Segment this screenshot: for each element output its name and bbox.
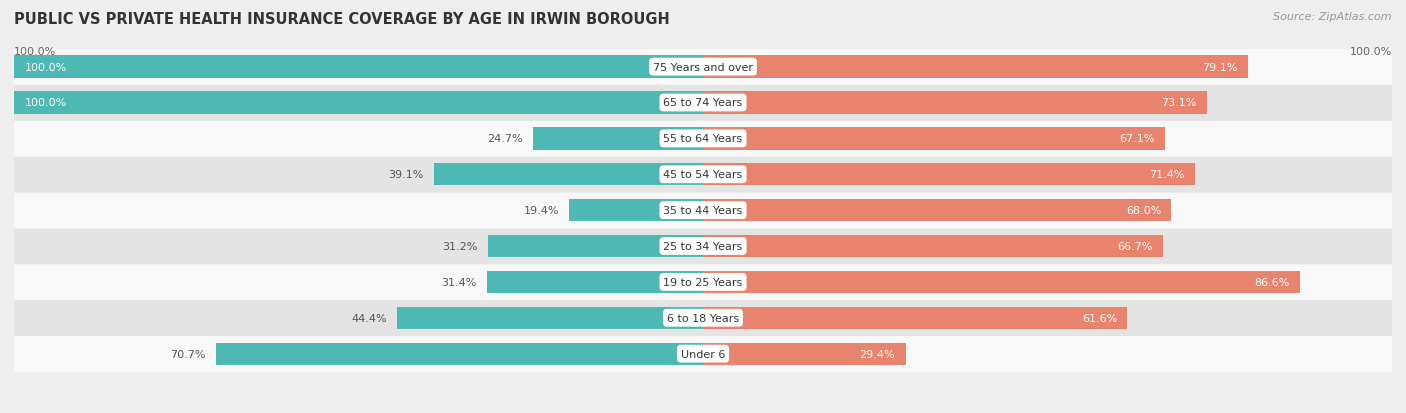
Bar [703, 307, 1128, 329]
Text: 65 to 74 Years: 65 to 74 Years [664, 98, 742, 108]
FancyBboxPatch shape [14, 300, 1392, 336]
Bar [703, 128, 1166, 150]
Text: 100.0%: 100.0% [1350, 47, 1392, 57]
Text: PUBLIC VS PRIVATE HEALTH INSURANCE COVERAGE BY AGE IN IRWIN BOROUGH: PUBLIC VS PRIVATE HEALTH INSURANCE COVER… [14, 12, 669, 27]
Bar [486, 271, 703, 293]
Bar [703, 56, 1249, 78]
Bar [703, 235, 1163, 258]
Bar [217, 343, 703, 365]
Text: 6 to 18 Years: 6 to 18 Years [666, 313, 740, 323]
Text: 31.2%: 31.2% [443, 242, 478, 252]
Bar [569, 199, 703, 222]
Text: 39.1%: 39.1% [388, 170, 423, 180]
Bar [703, 164, 1195, 186]
Text: 66.7%: 66.7% [1116, 242, 1152, 252]
FancyBboxPatch shape [14, 121, 1392, 157]
FancyBboxPatch shape [14, 192, 1392, 229]
Text: 24.7%: 24.7% [486, 134, 523, 144]
Bar [14, 92, 703, 114]
Text: 73.1%: 73.1% [1161, 98, 1197, 108]
Bar [703, 271, 1299, 293]
Bar [703, 343, 905, 365]
Bar [533, 128, 703, 150]
Bar [14, 56, 703, 78]
Text: 45 to 54 Years: 45 to 54 Years [664, 170, 742, 180]
FancyBboxPatch shape [14, 335, 1392, 372]
Text: 61.6%: 61.6% [1081, 313, 1116, 323]
Text: 29.4%: 29.4% [859, 349, 896, 359]
Bar [433, 164, 703, 186]
Text: 31.4%: 31.4% [441, 277, 477, 287]
Text: 55 to 64 Years: 55 to 64 Years [664, 134, 742, 144]
Text: 70.7%: 70.7% [170, 349, 205, 359]
FancyBboxPatch shape [14, 85, 1392, 121]
Text: 100.0%: 100.0% [24, 62, 66, 72]
Text: 25 to 34 Years: 25 to 34 Years [664, 242, 742, 252]
Text: 44.4%: 44.4% [352, 313, 387, 323]
FancyBboxPatch shape [14, 228, 1392, 265]
FancyBboxPatch shape [14, 49, 1392, 86]
Text: Source: ZipAtlas.com: Source: ZipAtlas.com [1274, 12, 1392, 22]
Text: 100.0%: 100.0% [14, 47, 56, 57]
FancyBboxPatch shape [14, 264, 1392, 301]
Text: 19.4%: 19.4% [523, 206, 560, 216]
Text: Under 6: Under 6 [681, 349, 725, 359]
Bar [703, 199, 1171, 222]
Bar [703, 92, 1206, 114]
Text: 79.1%: 79.1% [1202, 62, 1237, 72]
Text: 86.6%: 86.6% [1254, 277, 1289, 287]
Text: 75 Years and over: 75 Years and over [652, 62, 754, 72]
Text: 100.0%: 100.0% [24, 98, 66, 108]
Text: 67.1%: 67.1% [1119, 134, 1154, 144]
Bar [488, 235, 703, 258]
Text: 68.0%: 68.0% [1126, 206, 1161, 216]
Text: 71.4%: 71.4% [1149, 170, 1185, 180]
Bar [396, 307, 703, 329]
Text: 19 to 25 Years: 19 to 25 Years [664, 277, 742, 287]
Text: 35 to 44 Years: 35 to 44 Years [664, 206, 742, 216]
FancyBboxPatch shape [14, 157, 1392, 193]
